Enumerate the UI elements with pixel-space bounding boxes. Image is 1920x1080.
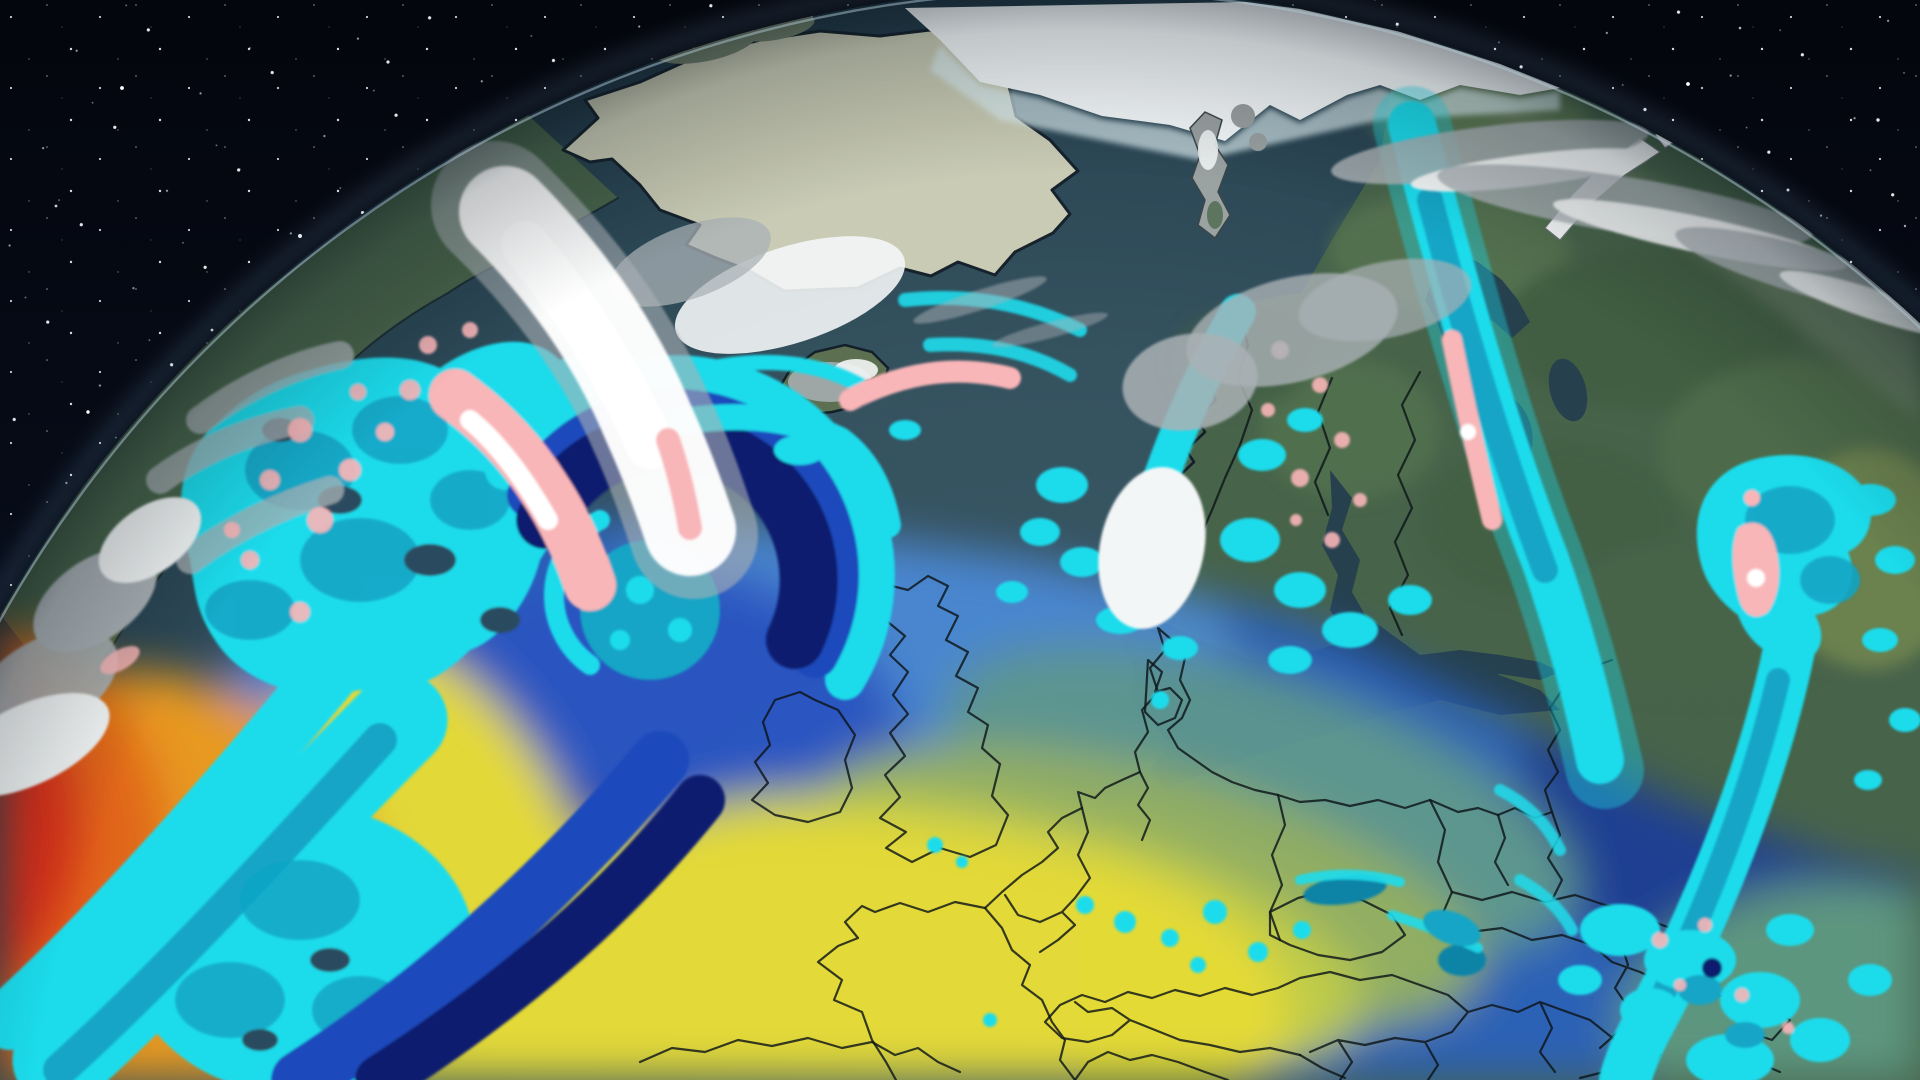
limb-vignette	[0, 0, 1920, 1080]
weather-globe-screenshot	[0, 0, 1920, 1080]
earth-globe	[0, 0, 1920, 1080]
globe-weather-visualization	[0, 0, 1920, 1080]
